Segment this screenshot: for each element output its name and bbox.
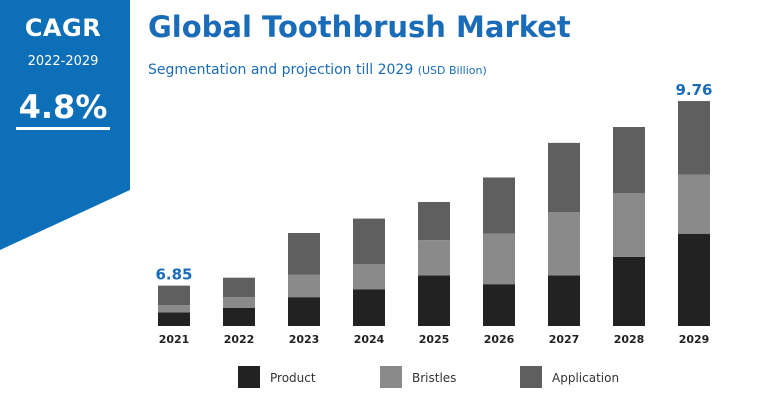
x-tick-label-2024: 2024: [354, 333, 385, 346]
x-tick-label-2022: 2022: [224, 333, 255, 346]
legend-label-bristles: Bristles: [412, 371, 456, 385]
cagr-value: 4.8%: [18, 88, 108, 126]
bar-product-2024: [353, 289, 385, 326]
x-tick-label-2021: 2021: [159, 333, 190, 346]
bar-application-2026: [483, 177, 515, 234]
chart-subtitle: Segmentation and projection till 2029 (U…: [148, 62, 487, 78]
bar-product-2025: [418, 275, 450, 326]
cagr-panel-background: [0, 0, 130, 250]
bar-bristles-2021: [158, 305, 190, 313]
legend-swatch-application: [520, 366, 542, 388]
bar-application-2025: [418, 201, 450, 241]
x-tick-label-2025: 2025: [419, 333, 450, 346]
bar-bristles-2029: [678, 174, 710, 234]
bar-application-2028: [613, 127, 645, 194]
bar-application-2021: [158, 285, 190, 306]
cagr-label: CAGR: [24, 14, 102, 42]
bar-product-2029: [678, 233, 710, 326]
bar-bristles-2022: [223, 297, 255, 308]
cagr-underline: [16, 127, 110, 130]
x-tick-label-2027: 2027: [549, 333, 580, 346]
bar-bristles-2027: [548, 212, 580, 276]
cagr-panel: CAGR 2022-2029 4.8%: [0, 0, 130, 250]
bar-bristles-2023: [288, 274, 320, 298]
x-tick-label-2026: 2026: [484, 333, 515, 346]
bar-application-2023: [288, 232, 320, 275]
bar-product-2022: [223, 307, 255, 326]
bar-bristles-2026: [483, 233, 515, 285]
data-label-2029: 9.76: [675, 81, 712, 99]
bar-bristles-2024: [353, 263, 385, 290]
cagr-years: 2022-2029: [27, 54, 99, 69]
legend-label-application: Application: [552, 371, 619, 385]
bar-bristles-2028: [613, 193, 645, 257]
x-tick-label-2028: 2028: [614, 333, 645, 346]
chart-subtitle-text: Segmentation and projection till 2029: [148, 62, 414, 78]
bar-product-2026: [483, 284, 515, 326]
bar-product-2027: [548, 275, 580, 326]
data-label-2021: 6.85: [155, 266, 192, 284]
bar-product-2021: [158, 312, 190, 326]
bar-application-2029: [678, 101, 710, 175]
bar-application-2024: [353, 218, 385, 264]
bar-product-2028: [613, 256, 645, 326]
bar-product-2023: [288, 297, 320, 326]
bar-application-2027: [548, 142, 580, 213]
x-tick-label-2029: 2029: [679, 333, 710, 346]
legend-label-product: Product: [270, 371, 316, 385]
legend-swatch-product: [238, 366, 260, 388]
chart-title: Global Toothbrush Market: [148, 10, 571, 44]
bar-application-2022: [223, 277, 255, 298]
legend-swatch-bristles: [380, 366, 402, 388]
chart-unit: (USD Billion): [417, 64, 487, 77]
bar-bristles-2025: [418, 240, 450, 276]
x-tick-label-2023: 2023: [289, 333, 320, 346]
